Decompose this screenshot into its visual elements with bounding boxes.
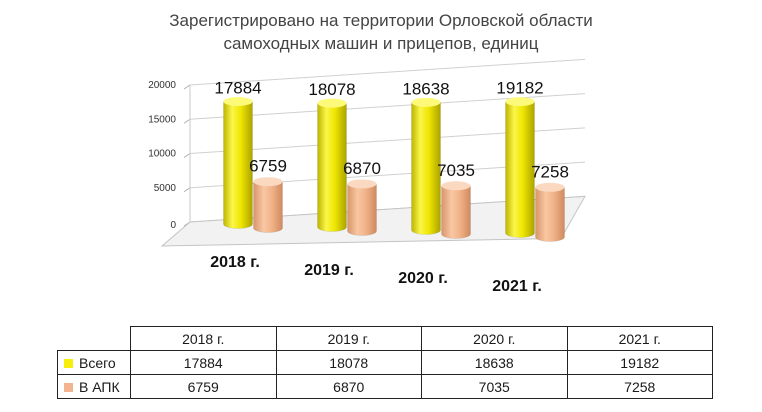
chart-subtitle: самоходных машин и прицепов, единиц (223, 34, 539, 53)
data-label-total: 17884 (214, 78, 261, 97)
gridline-side (183, 187, 191, 193)
bar-apk (347, 179, 377, 236)
table-row: В АПК 6759 6870 7035 7258 (57, 374, 713, 399)
bar-total-top (505, 97, 535, 107)
bar-total-body (223, 101, 253, 229)
data-table: 2018 г. 2019 г. 2020 г. 2021 г. Всего 17… (57, 326, 713, 399)
table-header-cell: 2020 г. (421, 326, 568, 351)
bar-total-top (317, 98, 347, 108)
table-cell: 18078 (275, 350, 422, 375)
bar-apk-top (441, 181, 471, 191)
x-category-label: 2019 г. (304, 262, 354, 279)
table-cell: 17884 (130, 350, 277, 375)
data-label-total: 19182 (496, 79, 543, 98)
x-category-label: 2018 г. (210, 254, 260, 271)
table-header-cell: 2018 г. (130, 326, 277, 351)
y-tick-label: 10000 (148, 149, 176, 160)
y-tick-label: 20000 (148, 80, 176, 91)
bar-total-body (317, 102, 347, 232)
gridline-side (183, 153, 191, 158)
gridline (189, 58, 586, 86)
bar-total (317, 98, 347, 232)
y-tick-label: 5000 (154, 183, 177, 194)
data-label-apk: 7258 (531, 162, 569, 181)
bar-total-top (223, 96, 253, 106)
bar-apk-body (535, 186, 565, 242)
bar-apk-top (535, 182, 565, 192)
gridline-side (183, 84, 191, 90)
table-cell: 7035 (421, 374, 568, 399)
bar-apk-body (441, 185, 471, 239)
legend-label: Всего (79, 354, 116, 371)
chart-title: Зарегистрировано на территории Орловской… (169, 11, 593, 30)
bar-apk (253, 177, 283, 233)
table-cell: 6870 (275, 374, 422, 399)
x-category-label: 2021 г. (492, 278, 542, 295)
bar-total-body (411, 102, 441, 235)
gridline-side (183, 118, 191, 124)
table-cell: 6759 (130, 374, 277, 399)
table-row: Всего 17884 18078 18638 19182 (57, 350, 713, 375)
table-header-cell: 2021 г. (566, 326, 713, 351)
legend-entry-total: Всего (57, 350, 131, 375)
data-label-total: 18078 (308, 80, 355, 99)
y-tick-label: 15000 (148, 114, 176, 125)
table-cell: 19182 (566, 350, 713, 375)
bar-apk-body (347, 183, 377, 236)
data-label-total: 18638 (402, 79, 449, 98)
table-header-row: 2018 г. 2019 г. 2020 г. 2021 г. (57, 326, 713, 351)
bar-total (505, 97, 535, 238)
bar-total (411, 97, 441, 235)
bar-apk-body (253, 181, 283, 233)
bar-apk-top (253, 177, 283, 187)
data-label-apk: 6870 (343, 159, 381, 178)
legend-key-apk (64, 382, 73, 392)
table-cell: 7258 (566, 374, 713, 399)
bar-apk (535, 182, 565, 242)
bar-apk-top (347, 179, 377, 189)
legend-label: В АПК (79, 378, 120, 395)
data-label-apk: 7035 (437, 161, 475, 180)
x-category-label: 2020 г. (398, 270, 448, 287)
bar-total (223, 96, 253, 229)
bar-total-top (411, 97, 441, 107)
legend-entry-apk: В АПК (57, 374, 131, 399)
table-header-cell: 2019 г. (275, 326, 422, 351)
bar-total-body (505, 101, 535, 238)
data-label-apk: 6759 (249, 157, 287, 176)
bar-apk (441, 181, 471, 239)
table-corner (57, 326, 131, 351)
legend-key-total (64, 358, 73, 368)
table-cell: 18638 (421, 350, 568, 375)
y-tick-label: 0 (170, 220, 176, 231)
